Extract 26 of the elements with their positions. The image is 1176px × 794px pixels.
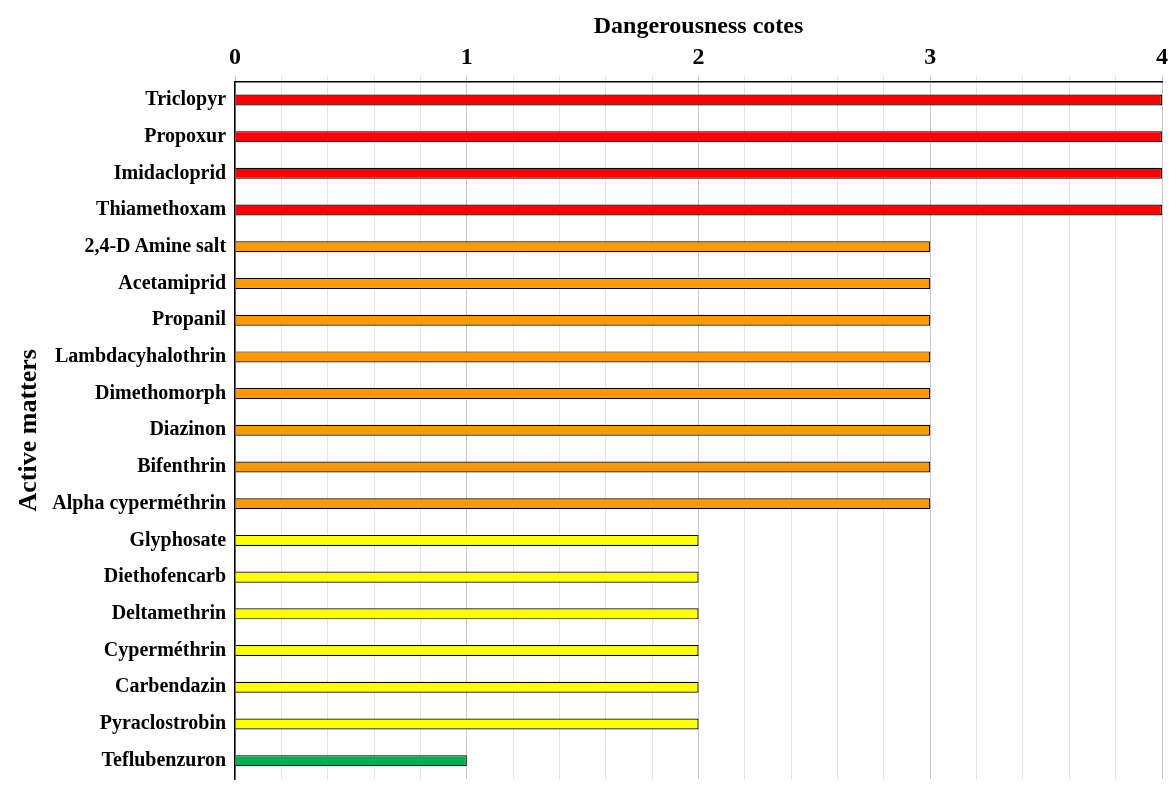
y-tick-label: 2,4-D Amine salt <box>84 233 227 256</box>
y-axis-title: Active matters <box>13 349 43 512</box>
y-tick-label: Teflubenzuron <box>101 747 227 770</box>
y-tick-label: Deltamethrin <box>111 601 227 623</box>
y-tick-label: Dimethomorph <box>94 380 227 404</box>
y-tick-label: Imidacloprid <box>113 160 227 184</box>
y-tick-label: Lambdacyhalothrin <box>54 344 227 368</box>
x-tick-label: 4 <box>1156 43 1168 70</box>
y-tick-label: Propanil <box>151 307 227 331</box>
y-tick-label: Bifenthrin <box>137 454 227 477</box>
y-tick-label: Propoxur <box>144 123 227 147</box>
x-axis-title: Dangerousness cotes <box>593 11 804 38</box>
y-tick-label: Glyphosate <box>129 527 227 551</box>
y-tick-label: Carbendazin <box>114 674 227 697</box>
x-tick-label: 2 <box>692 43 705 70</box>
y-tick-label: Acetamiprid <box>118 270 227 294</box>
y-tick-label: Pyraclostrobin <box>99 711 227 735</box>
x-tick-label: 0 <box>229 43 242 70</box>
y-tick-label: Alpha cyperméthrin <box>52 490 227 514</box>
y-tick-label: Diethofencarb <box>103 564 227 587</box>
y-tick-label: Triclopyr <box>145 87 227 111</box>
x-tick-label: 3 <box>924 43 937 70</box>
y-tick-label: Thiamethoxam <box>96 197 227 220</box>
y-tick-label: Diazinon <box>149 417 227 440</box>
x-tick-label: 1 <box>460 43 473 70</box>
y-tick-label: Cyperméthrin <box>103 637 227 661</box>
